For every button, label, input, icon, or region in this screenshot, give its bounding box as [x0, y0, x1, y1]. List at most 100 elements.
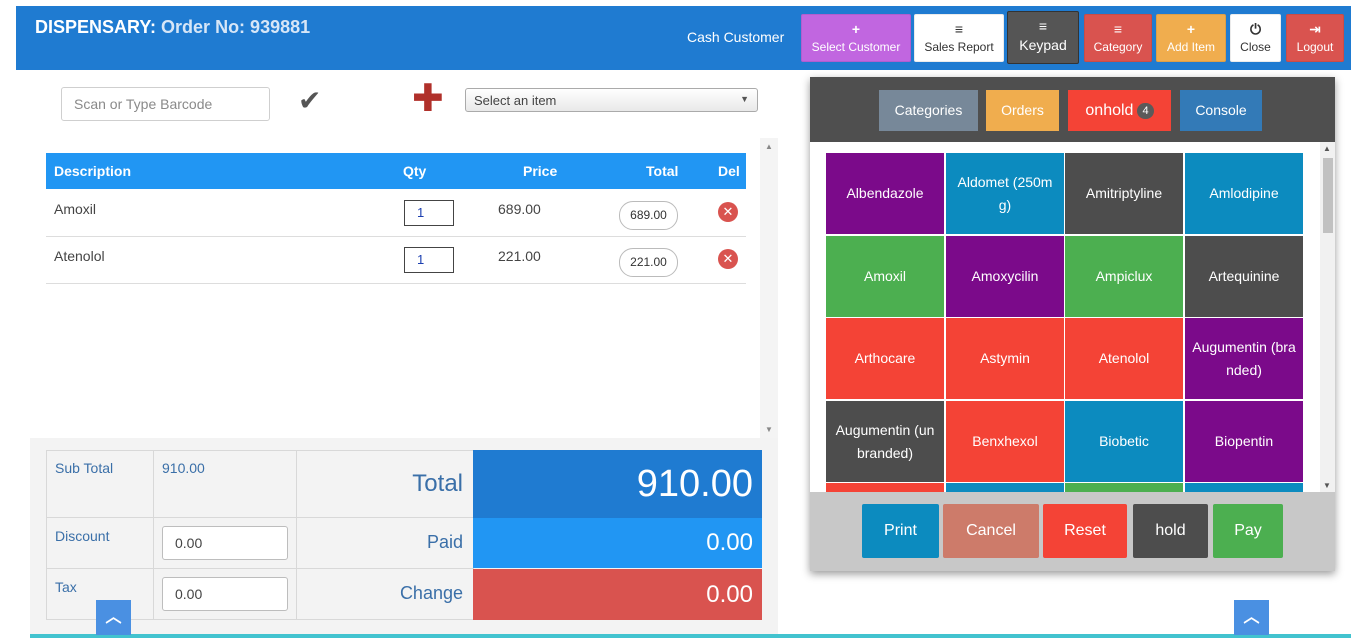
total-label-cell: Total: [296, 450, 474, 518]
add-item-label: Add Item: [1166, 40, 1216, 54]
keypad-button[interactable]: ≡ Keypad: [1007, 11, 1079, 64]
category-label: Category: [1093, 40, 1143, 54]
discount-label-cell: Discount: [46, 517, 154, 569]
product-tile[interactable]: [946, 483, 1064, 492]
scroll-down-icon[interactable]: ▼: [765, 425, 773, 434]
close-button[interactable]: ⏻ Close: [1230, 14, 1281, 62]
scroll-thumb[interactable]: [1323, 158, 1333, 233]
product-tile[interactable]: Amitriptyline: [1065, 153, 1183, 234]
qty-input[interactable]: 1: [404, 247, 454, 273]
tab-orders[interactable]: Orders: [986, 90, 1059, 131]
product-panel: Categories Orders onhold 4 Console Albend…: [810, 77, 1335, 571]
product-tile[interactable]: Albendazole: [826, 153, 944, 234]
product-tile[interactable]: Amoxil: [826, 236, 944, 317]
scroll-top-button[interactable]: ︿: [96, 600, 131, 635]
row-price: 689.00: [498, 201, 541, 217]
scroll-top-button-right[interactable]: ︿: [1234, 600, 1269, 635]
dispensary-label: DISPENSARY:: [35, 17, 157, 37]
chevron-up-icon: ︿: [1243, 609, 1260, 626]
delete-icon[interactable]: ✕: [718, 202, 738, 222]
sales-report-label: Sales Report: [924, 40, 994, 54]
tab-onhold[interactable]: onhold 4: [1068, 90, 1171, 131]
order-table: Description Qty Price Total Del Amoxil 1…: [30, 138, 778, 438]
onhold-label: onhold: [1085, 102, 1134, 119]
table-header: Description Qty Price Total Del: [46, 153, 746, 189]
product-tile[interactable]: [1065, 483, 1183, 492]
checkmark-icon[interactable]: ✔: [298, 85, 322, 116]
paid-value: 0.00: [473, 518, 762, 568]
category-button[interactable]: ≡ Category: [1084, 14, 1152, 62]
product-tile[interactable]: Aldomet (250mg): [946, 153, 1064, 234]
subtotal-label-cell: Sub Total: [46, 450, 154, 518]
add-plus-icon[interactable]: ✚: [412, 78, 444, 120]
change-label-cell: Change: [296, 568, 474, 620]
row-description: Atenolol: [54, 248, 105, 264]
product-tile[interactable]: Ampiclux: [1065, 236, 1183, 317]
logout-button[interactable]: ⇥ Logout: [1286, 14, 1344, 62]
discount-label: Discount: [55, 528, 110, 544]
add-item-button[interactable]: + Add Item: [1156, 14, 1226, 62]
order-number: Order No: 939881: [161, 17, 311, 37]
reset-button[interactable]: Reset: [1043, 504, 1127, 558]
product-tile[interactable]: Biobetic: [1065, 401, 1183, 482]
scroll-up-icon[interactable]: ▲: [1323, 144, 1331, 153]
sales-report-button[interactable]: ≡ Sales Report: [914, 14, 1004, 62]
delete-icon[interactable]: ✕: [718, 249, 738, 269]
product-tile[interactable]: Astymin: [946, 318, 1064, 399]
plus-icon: +: [851, 21, 861, 37]
logout-icon: ⇥: [1309, 21, 1321, 37]
row-total: 221.00: [619, 248, 678, 277]
table-row: Atenolol 1 221.00 221.00 ✕: [46, 237, 746, 284]
product-tile[interactable]: [826, 483, 944, 492]
pay-button[interactable]: Pay: [1213, 504, 1283, 558]
product-tile[interactable]: Amlodipine: [1185, 153, 1303, 234]
scroll-up-icon[interactable]: ▲: [765, 142, 773, 151]
logout-label: Logout: [1296, 40, 1334, 54]
customer-name: Cash Customer: [687, 29, 785, 45]
product-tile[interactable]: [1185, 483, 1303, 492]
tab-categories[interactable]: Categories: [879, 90, 978, 131]
product-tile[interactable]: Arthocare: [826, 318, 944, 399]
scroll-down-icon[interactable]: ▼: [1323, 481, 1331, 490]
tab-console[interactable]: Console: [1180, 90, 1262, 131]
subtotal-value-cell: 910.00: [153, 450, 297, 518]
row-description: Amoxil: [54, 201, 97, 217]
header-description: Description: [54, 163, 132, 179]
paid-label: Paid: [426, 532, 463, 552]
total-label: Total: [412, 470, 463, 497]
header-price: Price: [523, 163, 558, 179]
product-tile[interactable]: Atenolol: [1065, 318, 1183, 399]
select-customer-button[interactable]: + Select Customer: [801, 14, 911, 62]
barcode-input[interactable]: [61, 87, 270, 121]
chevron-down-icon: ▼: [740, 94, 749, 104]
discount-cell: [153, 517, 297, 569]
table-scrollbar[interactable]: ▲ ▼: [760, 138, 778, 438]
hold-button[interactable]: hold: [1133, 504, 1208, 558]
header-qty: Qty: [403, 163, 427, 179]
chevron-up-icon: ︿: [105, 609, 122, 626]
footer-line: [30, 634, 1351, 638]
change-value: 0.00: [473, 569, 762, 620]
discount-input[interactable]: [162, 526, 288, 560]
close-label: Close: [1240, 40, 1271, 54]
product-tile[interactable]: Artequinine: [1185, 236, 1303, 317]
header-total: Total: [646, 163, 679, 179]
onhold-badge: 4: [1137, 102, 1154, 119]
product-tile[interactable]: Amoxycilin: [946, 236, 1064, 317]
cancel-button[interactable]: Cancel: [943, 504, 1039, 558]
product-tile[interactable]: Biopentin: [1185, 401, 1303, 482]
grid-scrollbar[interactable]: ▲ ▼: [1320, 142, 1335, 492]
action-bar: Print Cancel Reset hold Pay: [810, 492, 1335, 571]
product-tile[interactable]: Benxhexol: [946, 401, 1064, 482]
qty-input[interactable]: 1: [404, 200, 454, 226]
print-button[interactable]: Print: [862, 504, 939, 558]
item-select[interactable]: Select an item ▼: [465, 88, 758, 112]
product-tile[interactable]: Augumentin (branded): [1185, 318, 1303, 399]
power-icon: ⏻: [1249, 21, 1262, 37]
totals-panel: Sub Total 910.00 Discount Tax Total Paid…: [30, 438, 778, 634]
tax-input[interactable]: [162, 577, 288, 611]
subtotal-label: Sub Total: [55, 460, 114, 476]
list-icon: ≡: [1038, 18, 1048, 34]
product-tile[interactable]: Augumentin (unbranded): [826, 401, 944, 482]
panel-tabs: Categories Orders onhold 4 Console: [810, 77, 1335, 142]
